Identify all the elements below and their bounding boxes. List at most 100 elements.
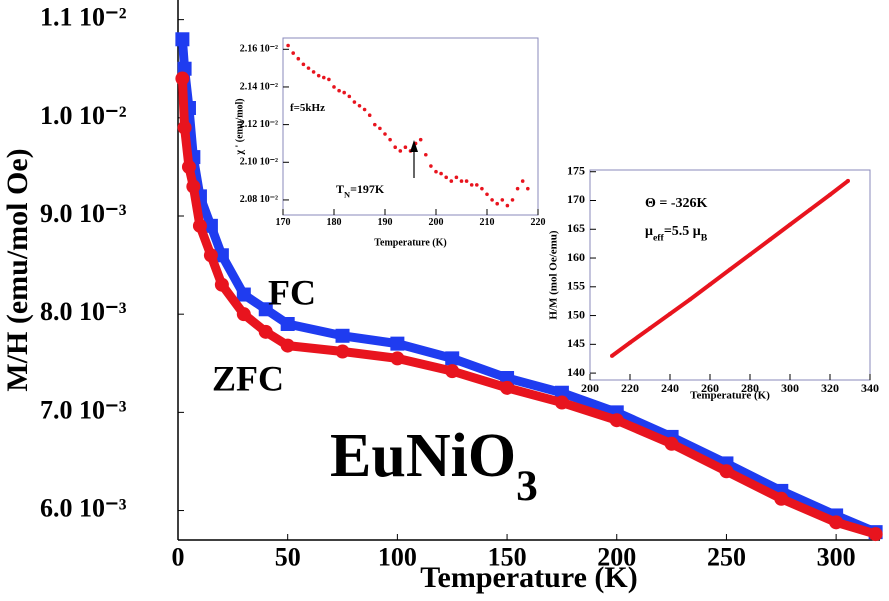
point [475, 183, 479, 187]
y-tick-label: 140 [567, 365, 585, 379]
point [495, 201, 500, 206]
point [311, 70, 316, 74]
point [301, 62, 306, 67]
point [357, 103, 362, 108]
annotation-part: EuNiO [330, 422, 516, 490]
x-axis-label: Temperature (K) [374, 237, 447, 248]
point [280, 317, 295, 331]
point [728, 267, 732, 272]
point [554, 385, 569, 400]
point [342, 90, 347, 95]
point [828, 192, 832, 197]
point [236, 307, 251, 322]
inset-frame [589, 169, 871, 381]
point [291, 51, 296, 55]
series-label: FC [268, 272, 316, 312]
y-tick-label: 7.0 10⁻³ [40, 395, 127, 424]
point [203, 248, 218, 263]
y-tick-label: 1.0 10⁻² [40, 101, 127, 130]
annotation-part: f=5kHz [290, 102, 325, 114]
point [286, 43, 290, 48]
point [186, 179, 201, 194]
point [258, 324, 273, 339]
x-tick-label: 190 [378, 217, 393, 228]
point [175, 71, 190, 86]
inset-frame [282, 37, 539, 216]
point [214, 277, 229, 292]
point [688, 297, 692, 302]
y-tick-label: 170 [567, 192, 585, 206]
point [788, 222, 792, 227]
point [464, 179, 469, 183]
series-label: ZFC [212, 358, 284, 398]
point [390, 336, 405, 351]
point [378, 126, 382, 131]
point [403, 145, 408, 150]
point [500, 380, 515, 395]
point [398, 149, 403, 153]
point [708, 282, 712, 287]
point [177, 120, 192, 135]
point [510, 198, 515, 202]
y-axis-label: χ ' (emu/mol) [234, 98, 245, 155]
point [748, 252, 752, 257]
point [454, 175, 459, 180]
point [383, 132, 387, 136]
y-tick-label: 175 [567, 163, 585, 177]
x-tick-label: 150 [488, 542, 527, 571]
point [609, 413, 624, 428]
x-tick-label: 210 [480, 217, 495, 228]
point [335, 328, 350, 343]
point [610, 353, 614, 358]
point [181, 159, 196, 174]
x-tick-label: 0 [172, 542, 185, 571]
y-tick-label: 165 [567, 221, 585, 235]
y-tick-label: 2.12 10⁻² [240, 119, 278, 130]
point [192, 218, 207, 233]
point [352, 100, 357, 104]
point [390, 351, 405, 366]
annotation-part: eff [653, 233, 665, 244]
x-tick-label: 250 [707, 542, 746, 571]
point [480, 186, 484, 191]
y-tick-label: 2.10 10⁻² [240, 157, 278, 168]
annotation-part: 3 [516, 462, 538, 510]
annotation: TN=197K [336, 182, 385, 200]
point [520, 179, 525, 183]
point [500, 371, 515, 385]
y-tick-label: 145 [567, 336, 585, 350]
point [485, 192, 489, 197]
point [388, 137, 392, 142]
y-tick-label: 1.1 10⁻² [40, 3, 127, 32]
x-tick-label: 200 [597, 542, 636, 571]
y-axis-label: M/H (emu/mol Oe) [1, 148, 34, 391]
annotation: EuNiO3 [330, 422, 538, 510]
point [628, 340, 632, 345]
point [362, 107, 367, 112]
point [505, 203, 510, 208]
annotation-part: =5.5 μ [664, 224, 701, 239]
point [429, 164, 433, 168]
point [316, 73, 321, 78]
x-tick-label: 200 [429, 217, 444, 228]
annotation-part: =197K [350, 182, 385, 196]
point [258, 302, 273, 317]
arrow-head [410, 140, 418, 152]
point [434, 169, 438, 174]
point [203, 218, 218, 233]
point [469, 183, 474, 187]
point [393, 145, 398, 150]
point [327, 77, 331, 82]
point [846, 178, 850, 183]
x-tick-label: 220 [531, 217, 546, 228]
point [774, 491, 789, 506]
point [424, 152, 428, 157]
point [554, 395, 569, 410]
point [337, 88, 341, 93]
point [500, 198, 505, 202]
y-tick-label: 9.0 10⁻³ [40, 199, 127, 228]
point [668, 311, 672, 316]
x-tick-label: 100 [378, 542, 417, 571]
annotation-part: μ [645, 224, 653, 239]
